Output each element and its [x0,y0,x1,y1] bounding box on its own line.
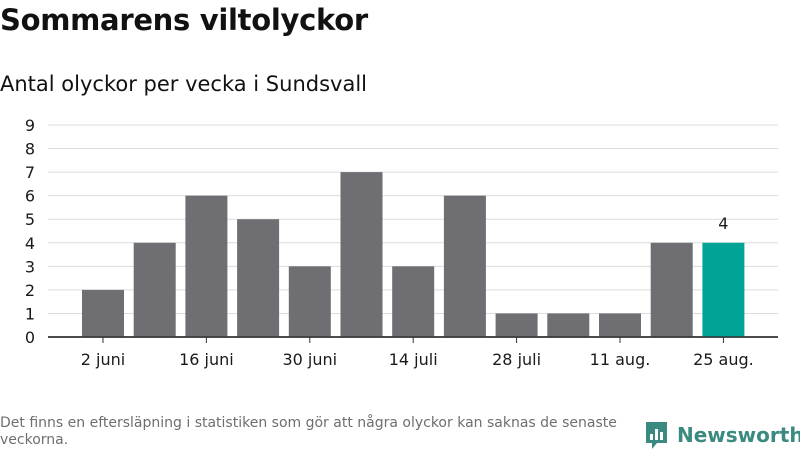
y-tick-label: 6 [25,187,35,206]
bar [443,195,486,337]
bar-chart: 0 1 2 3 4 5 6 7 8 9 2 juni 16 juni 30 juni 14 juli 28 … [25,116,778,369]
y-tick-label: 3 [25,257,35,276]
x-tick-label: 28 juli [492,350,541,369]
x-tick-label: 11 aug. [590,350,651,369]
bar [133,242,176,337]
bar [288,266,331,337]
chart-title: Sommarens viltolyckor [0,3,368,37]
data-label: 4 [718,214,728,233]
bar-chart-speech-bubble-icon [646,422,667,449]
x-tick-label: 25 aug. [693,350,754,369]
bar [495,313,538,337]
x-tick-label: 14 juli [389,350,438,369]
x-tick-label: 30 juni [282,350,337,369]
brand-logo: Newsworthy [644,420,800,450]
y-tick-label: 8 [25,140,35,159]
y-tick-label: 1 [25,304,35,323]
y-tick-label: 4 [25,234,35,253]
bar [340,172,383,337]
bar [82,289,124,337]
bar [185,195,228,337]
footnote: Det finns en eftersläpning i statistiken… [0,415,617,448]
y-tick-label: 7 [25,163,35,182]
bar [599,313,641,337]
y-tick-label: 2 [25,281,35,300]
bar [237,219,280,337]
bar [650,242,693,337]
bar [702,242,745,337]
bar [547,313,590,337]
bar [392,266,435,337]
chart-subtitle: Antal olyckor per vecka i Sundsvall [0,72,367,96]
y-tick-label: 0 [25,328,35,347]
brand-name: Newsworthy [677,423,800,447]
x-tick-label: 2 juni [81,350,125,369]
y-tick-label: 9 [25,116,35,135]
y-tick-label: 5 [25,210,35,229]
x-tick-label: 16 juni [179,350,234,369]
